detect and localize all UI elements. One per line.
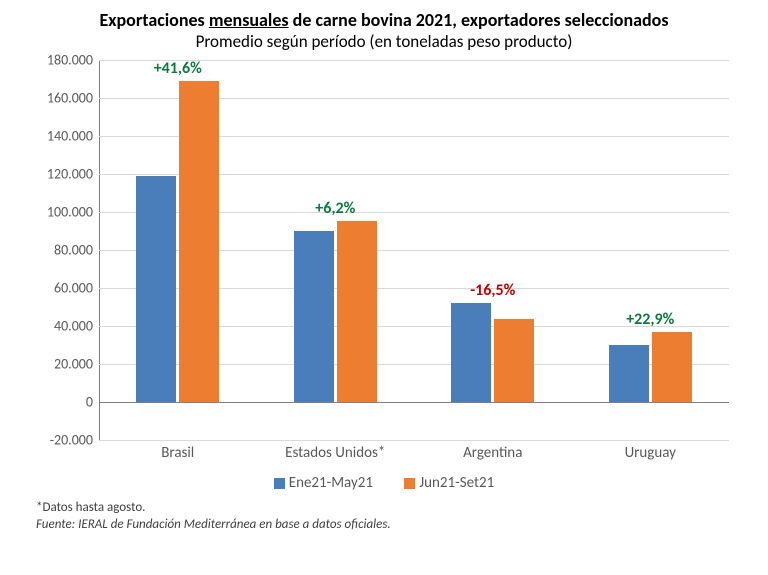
bar-group xyxy=(414,60,572,440)
bar xyxy=(652,332,692,402)
bar-group xyxy=(572,60,730,440)
chart-title: Exportaciones mensuales de carne bovina … xyxy=(20,10,748,32)
delta-label: -16,5% xyxy=(470,281,515,300)
gridline xyxy=(99,440,729,441)
bar xyxy=(136,176,176,402)
footnote-line-1: *Datos hasta agosto. xyxy=(36,500,748,517)
bars-layer: +41,6% +6,2% -16,5% +22,9% xyxy=(99,60,729,440)
legend-label-1: Ene21-May21 xyxy=(289,474,373,492)
bar-group xyxy=(257,60,415,440)
title-text-underlined: mensuales xyxy=(209,9,289,31)
y-tick-label: 80.000 xyxy=(54,241,93,258)
bar xyxy=(451,303,491,402)
x-tick-label: Estados Unidos* xyxy=(285,444,385,462)
bar xyxy=(609,345,649,402)
x-axis-labels: Brasil Estados Unidos* Argentina Uruguay xyxy=(99,444,729,464)
chart-container: Exportaciones mensuales de carne bovina … xyxy=(0,0,768,575)
legend-label-2: Jun21-Set21 xyxy=(419,474,494,492)
bar xyxy=(337,221,377,402)
plot-area: -20.000020.00040.00060.00080.000100.0001… xyxy=(39,60,729,440)
chart-subtitle: Promedio según período (en toneladas pes… xyxy=(20,32,748,52)
y-tick-label: 140.000 xyxy=(47,127,93,144)
footnote-source: Fuente: IERAL de Fundación Mediterránea … xyxy=(36,517,748,534)
y-tick-label: 20.000 xyxy=(54,355,93,372)
title-text-post: de carne bovina 2021, exportadores selec… xyxy=(293,9,669,31)
legend-swatch-2 xyxy=(404,478,415,489)
y-tick-label: 160.000 xyxy=(47,89,93,106)
delta-label: +22,9% xyxy=(626,310,674,329)
bar-group xyxy=(99,60,257,440)
x-tick-label: Brasil xyxy=(161,444,194,462)
bar xyxy=(494,319,534,402)
y-tick-label: 0 xyxy=(86,393,93,410)
legend-item-1: Ene21-May21 xyxy=(274,474,373,492)
legend-item-2: Jun21-Set21 xyxy=(404,474,494,492)
y-tick-label: 60.000 xyxy=(54,279,93,296)
x-tick-label: Uruguay xyxy=(625,444,676,462)
footnote: *Datos hasta agosto. Fuente: IERAL de Fu… xyxy=(36,500,748,534)
y-axis: -20.000020.00040.00060.00080.000100.0001… xyxy=(39,60,99,440)
legend-swatch-1 xyxy=(274,478,285,489)
y-tick-label: 100.000 xyxy=(47,203,93,220)
delta-label: +41,6% xyxy=(154,59,202,78)
bar xyxy=(294,231,334,402)
bar xyxy=(179,81,219,402)
delta-label: +6,2% xyxy=(315,199,355,218)
y-tick-label: -20.000 xyxy=(50,431,93,448)
y-tick-label: 120.000 xyxy=(47,165,93,182)
y-tick-label: 180.000 xyxy=(47,51,93,68)
x-tick-label: Argentina xyxy=(463,444,522,462)
legend: Ene21-May21 Jun21-Set21 xyxy=(20,474,748,492)
title-text-pre: Exportaciones xyxy=(99,9,204,31)
y-tick-label: 40.000 xyxy=(54,317,93,334)
